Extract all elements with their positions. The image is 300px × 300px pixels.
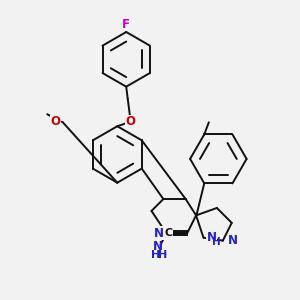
- Text: O: O: [155, 227, 165, 240]
- Text: H: H: [212, 237, 220, 247]
- Text: N: N: [206, 231, 217, 244]
- Text: H: H: [158, 250, 167, 260]
- Text: N: N: [154, 227, 164, 240]
- Text: H: H: [151, 250, 160, 260]
- Text: C: C: [164, 228, 172, 238]
- Text: O: O: [126, 115, 136, 128]
- Text: O: O: [51, 115, 61, 128]
- Text: N: N: [152, 240, 162, 253]
- Text: F: F: [122, 17, 130, 31]
- Text: N: N: [228, 234, 238, 247]
